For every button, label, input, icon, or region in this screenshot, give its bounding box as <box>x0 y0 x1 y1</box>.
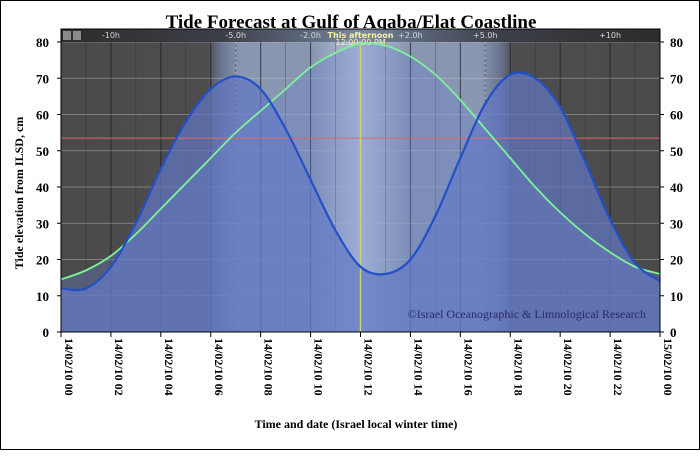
y-tick-label-right: 0 <box>670 325 677 340</box>
y-tick-label: 80 <box>36 35 49 50</box>
y-tick-label: 60 <box>36 108 49 123</box>
x-tick-label: 14/02/10 08 <box>262 338 276 396</box>
series-line-tide <box>61 71 660 292</box>
y-tick-label: 70 <box>36 71 49 86</box>
header-label: -2.0h <box>300 31 321 40</box>
header-label: +2.0h <box>398 31 423 40</box>
x-axis-label: Time and date (Israel local winter time) <box>255 417 458 431</box>
x-tick-label: 14/02/10 06 <box>212 338 226 396</box>
y-axis-right: 0 10 20 30 40 50 60 70 80 <box>660 35 683 340</box>
header-label: +10h <box>599 31 621 40</box>
y-tick-label: 50 <box>36 144 49 159</box>
x-tick-label: 14/02/10 20 <box>561 338 575 396</box>
header-label: This afternoon <box>328 31 394 40</box>
y-tick-label-right: 30 <box>670 216 683 231</box>
chart-title: Tide Forecast at Gulf of Aqaba/Elat Coas… <box>166 12 537 33</box>
x-tick-label: 14/02/10 00 <box>62 338 76 396</box>
y-tick-label: 20 <box>36 253 49 268</box>
x-tick-label: 15/02/10 00 <box>661 338 675 396</box>
header-control-icon[interactable] <box>73 31 81 40</box>
y-tick-label-right: 20 <box>670 253 683 268</box>
series-line-envelope <box>61 42 660 281</box>
x-tick-label: 14/02/10 10 <box>312 338 326 396</box>
y-tick-label-right: 50 <box>670 144 683 159</box>
y-tick-label: 40 <box>36 180 49 195</box>
x-tick-label: 14/02/10 12 <box>362 338 376 396</box>
header-label: -10h <box>102 31 120 40</box>
header-label: -5.0h <box>225 31 246 40</box>
copyright-text: ©Israel Oceanographic & Limnological Res… <box>408 307 646 321</box>
y-tick-label: 30 <box>36 216 49 231</box>
header-label: +5.0h <box>473 31 498 40</box>
y-tick-label-right: 80 <box>670 35 683 50</box>
now-time-label: 12:00:00 PM <box>335 38 385 47</box>
y-tick-label-right: 70 <box>670 71 683 86</box>
x-tick-label: 14/02/10 14 <box>411 338 425 396</box>
y-tick-label-right: 60 <box>670 108 683 123</box>
x-tick-label: 14/02/10 04 <box>162 338 176 396</box>
x-axis: 14/02/10 00 14/02/10 02 14/02/10 04 14/02/1… <box>60 332 675 396</box>
y-tick-label: 0 <box>43 325 50 340</box>
tide-area-fill <box>61 72 660 332</box>
header-control-icon[interactable] <box>63 31 71 40</box>
x-tick-label: 14/02/10 16 <box>461 338 475 396</box>
x-tick-label: 14/02/10 02 <box>112 338 126 396</box>
y-axis-left: 0 10 20 30 40 50 60 70 80 <box>36 35 61 340</box>
y-tick-label: 10 <box>36 289 49 304</box>
x-tick-label: 14/02/10 22 <box>611 338 625 396</box>
time-header-strip: -10h -5.0h -2.0h This afternoon +2.0h +5.0h +1… <box>61 29 660 42</box>
y-tick-label-right: 10 <box>670 289 683 304</box>
y-axis-label: Tide elevation from ILSD, cm <box>12 117 26 270</box>
y-tick-label-right: 40 <box>670 180 683 195</box>
x-tick-label: 14/02/10 18 <box>511 338 525 396</box>
